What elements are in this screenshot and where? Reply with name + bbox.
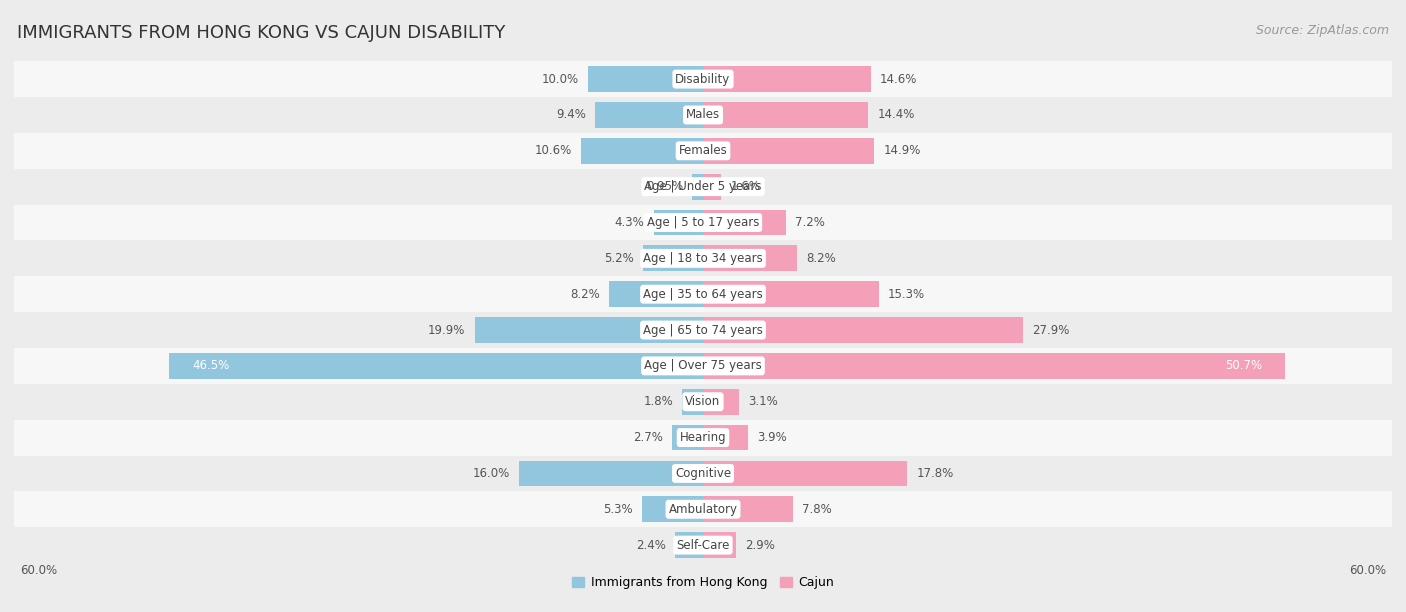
Text: 2.7%: 2.7% [633,431,662,444]
Bar [14,420,1392,455]
Text: 4.3%: 4.3% [614,216,644,229]
Text: 17.8%: 17.8% [917,467,953,480]
Bar [703,174,721,200]
Text: Age | 18 to 34 years: Age | 18 to 34 years [643,252,763,265]
Text: 10.0%: 10.0% [541,73,579,86]
Text: Age | Under 5 years: Age | Under 5 years [644,180,762,193]
Bar [644,245,703,271]
Bar [14,169,1392,204]
Bar [14,491,1392,527]
Bar [588,66,703,92]
Text: Age | 65 to 74 years: Age | 65 to 74 years [643,324,763,337]
Bar [703,209,786,236]
Bar [675,532,703,558]
Bar [703,389,738,415]
Bar [519,460,703,487]
Bar [14,241,1392,276]
Text: Self-Care: Self-Care [676,539,730,551]
Text: 60.0%: 60.0% [20,564,56,577]
Text: 1.6%: 1.6% [731,180,761,193]
Bar [682,389,703,415]
Text: 2.4%: 2.4% [637,539,666,551]
Text: 5.2%: 5.2% [605,252,634,265]
Bar [654,209,703,236]
Text: 16.0%: 16.0% [472,467,510,480]
Bar [672,425,703,450]
Text: Age | 5 to 17 years: Age | 5 to 17 years [647,216,759,229]
Text: Age | 35 to 64 years: Age | 35 to 64 years [643,288,763,300]
Text: Vision: Vision [685,395,721,408]
Bar [14,276,1392,312]
Text: Age | Over 75 years: Age | Over 75 years [644,359,762,372]
Text: 60.0%: 60.0% [1350,564,1386,577]
Bar [14,133,1392,169]
Bar [14,61,1392,97]
Text: Source: ZipAtlas.com: Source: ZipAtlas.com [1256,24,1389,37]
Text: 14.9%: 14.9% [883,144,921,157]
Text: 14.6%: 14.6% [880,73,917,86]
Bar [703,245,797,271]
Text: Males: Males [686,108,720,121]
Bar [703,460,907,487]
Text: 27.9%: 27.9% [1032,324,1070,337]
Text: 0.95%: 0.95% [645,180,683,193]
Text: 5.3%: 5.3% [603,503,633,516]
Text: 46.5%: 46.5% [193,359,229,372]
Bar [703,353,1285,379]
Bar [703,66,870,92]
Text: 15.3%: 15.3% [887,288,925,300]
Text: IMMIGRANTS FROM HONG KONG VS CAJUN DISABILITY: IMMIGRANTS FROM HONG KONG VS CAJUN DISAB… [17,24,505,42]
Bar [474,317,703,343]
Bar [703,138,875,164]
Bar [703,532,737,558]
Bar [14,455,1392,491]
Bar [14,384,1392,420]
Text: 8.2%: 8.2% [807,252,837,265]
Text: 10.6%: 10.6% [534,144,572,157]
Text: Females: Females [679,144,727,157]
Text: 50.7%: 50.7% [1225,359,1263,372]
Bar [703,496,793,522]
Bar [703,282,879,307]
Legend: Immigrants from Hong Kong, Cajun: Immigrants from Hong Kong, Cajun [567,572,839,594]
Text: 1.8%: 1.8% [644,395,673,408]
Bar [703,317,1024,343]
Bar [595,102,703,128]
Bar [14,348,1392,384]
Bar [609,282,703,307]
Text: Cognitive: Cognitive [675,467,731,480]
Bar [703,425,748,450]
Bar [643,496,703,522]
Text: 7.2%: 7.2% [794,216,825,229]
Text: 8.2%: 8.2% [569,288,599,300]
Text: 7.8%: 7.8% [801,503,831,516]
Bar [14,312,1392,348]
Bar [169,353,703,379]
Text: 14.4%: 14.4% [877,108,915,121]
Text: 3.1%: 3.1% [748,395,778,408]
Bar [14,204,1392,241]
Bar [14,527,1392,563]
Bar [581,138,703,164]
Bar [692,174,703,200]
Text: Ambulatory: Ambulatory [668,503,738,516]
Text: 19.9%: 19.9% [427,324,465,337]
Text: 2.9%: 2.9% [745,539,775,551]
Bar [14,97,1392,133]
Text: 9.4%: 9.4% [555,108,586,121]
Text: Hearing: Hearing [679,431,727,444]
Text: Disability: Disability [675,73,731,86]
Text: 3.9%: 3.9% [756,431,787,444]
Bar [703,102,869,128]
